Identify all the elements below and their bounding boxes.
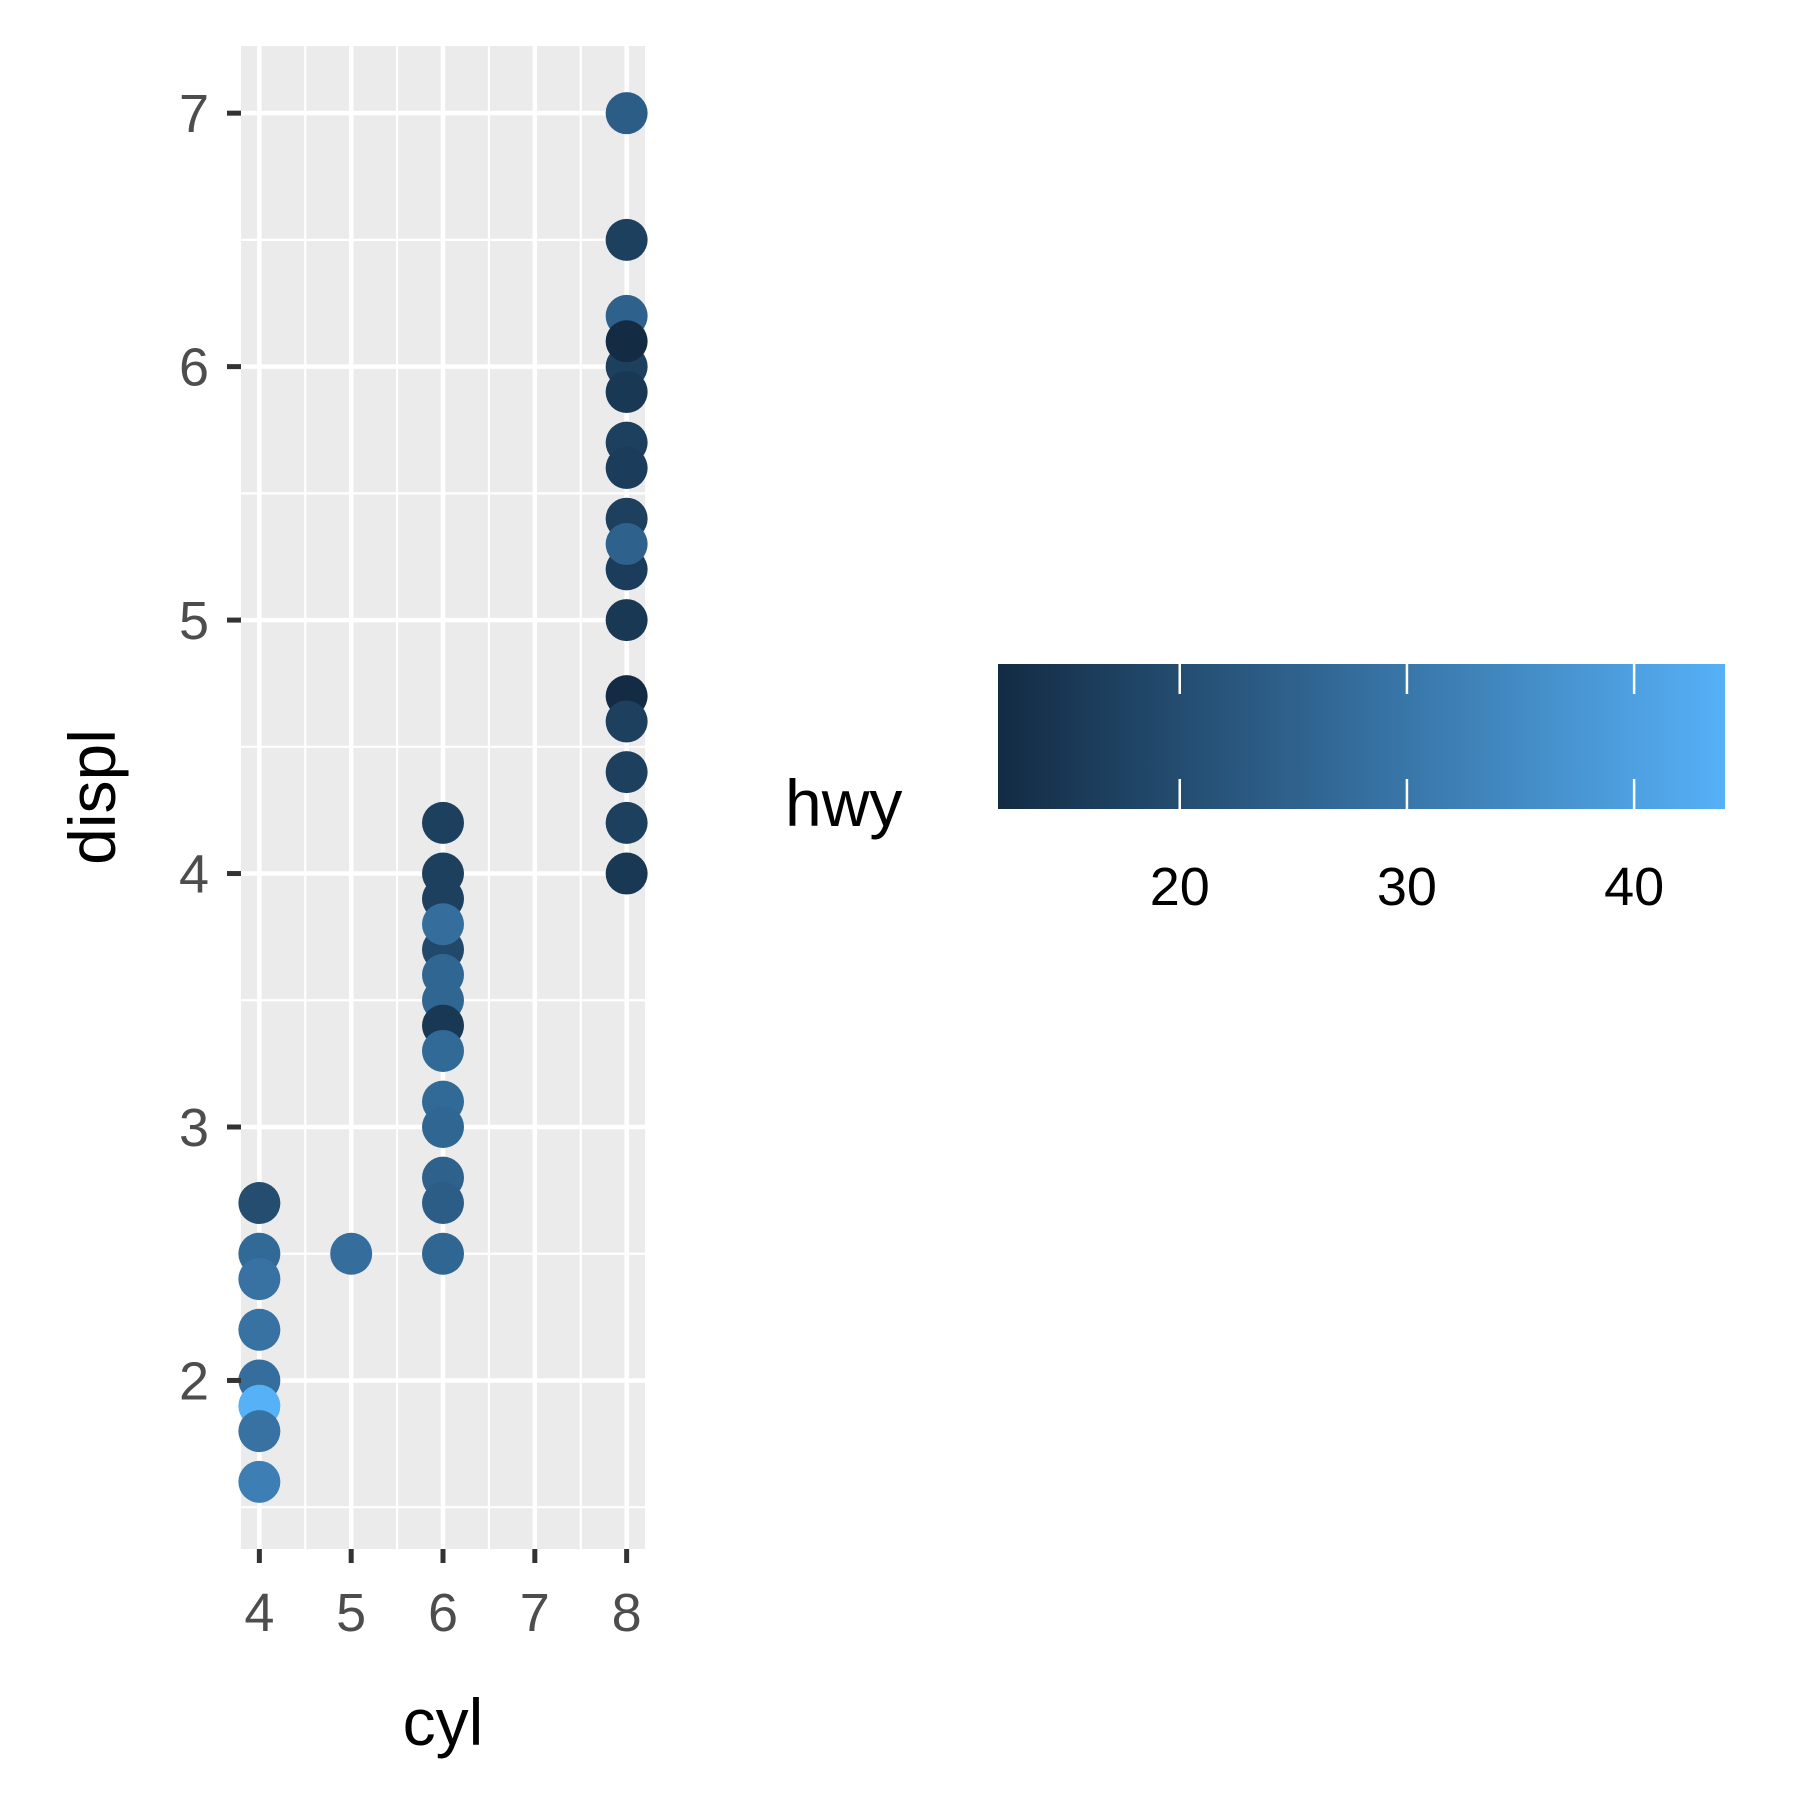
- axis-ticks: [227, 110, 630, 1563]
- data-point: [605, 320, 648, 363]
- data-point: [605, 599, 648, 642]
- data-point: [605, 852, 648, 895]
- data-point: [605, 801, 648, 844]
- data-point: [422, 1182, 464, 1225]
- data-point: [605, 523, 648, 566]
- legend-tick-label: 40: [1604, 857, 1664, 917]
- data-point: [422, 801, 464, 844]
- data-point: [605, 92, 648, 135]
- y-tick-label: 7: [179, 84, 209, 144]
- data-points: [238, 92, 648, 1503]
- data-point: [238, 1182, 281, 1225]
- legend-tick-label: 20: [1150, 857, 1210, 917]
- x-tick-label: 6: [428, 1583, 458, 1643]
- y-tick-label: 5: [179, 591, 209, 651]
- x-tick-label: 5: [336, 1583, 366, 1643]
- legend-ticks: [1178, 664, 1636, 809]
- y-axis-tick-labels: 2 3 4 5 6 7: [179, 84, 209, 1411]
- legend-tick-label: 30: [1377, 857, 1437, 917]
- data-point: [605, 447, 648, 490]
- x-axis-title: cyl: [403, 1685, 484, 1759]
- x-axis-tick-labels: 4 5 6 7 8: [244, 1583, 641, 1643]
- data-point: [605, 218, 648, 261]
- legend-tick-labels: 20 30 40: [1150, 857, 1664, 917]
- x-tick-label: 4: [244, 1583, 274, 1643]
- x-tick-label: 7: [520, 1583, 550, 1643]
- data-point: [238, 1308, 281, 1351]
- y-axis-title: displ: [55, 729, 129, 865]
- y-tick-label: 2: [179, 1351, 209, 1411]
- y-tick-label: 6: [179, 338, 209, 398]
- data-point: [330, 1232, 373, 1275]
- x-tick-label: 8: [612, 1583, 642, 1643]
- legend-colorbar: hwy 20 30 40: [785, 664, 1725, 917]
- data-point: [605, 370, 648, 413]
- data-point: [605, 751, 648, 794]
- data-point: [238, 1410, 281, 1453]
- data-point: [422, 1232, 464, 1275]
- legend-title: hwy: [785, 766, 902, 840]
- y-tick-label: 3: [179, 1098, 209, 1158]
- data-point: [605, 700, 648, 743]
- data-point: [422, 1029, 464, 1072]
- data-point: [238, 1460, 281, 1503]
- data-point: [422, 1105, 464, 1148]
- data-point: [238, 1258, 281, 1301]
- colorbar: [998, 664, 1725, 809]
- data-point: [422, 903, 464, 946]
- y-tick-label: 4: [179, 845, 209, 905]
